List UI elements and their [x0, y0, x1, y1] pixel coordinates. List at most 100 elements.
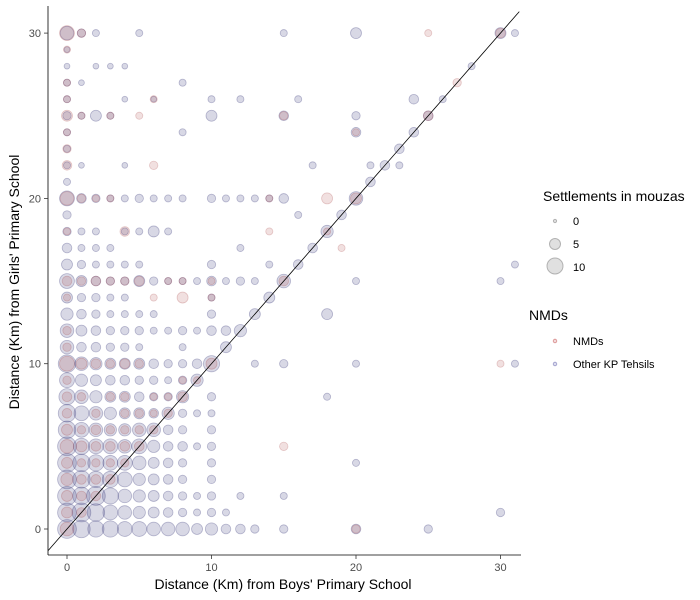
point-other-kp-tehsils-125 [132, 455, 147, 471]
point-other-kp-tehsils-115 [120, 260, 129, 269]
point-other-kp-tehsils-183 [178, 343, 187, 352]
point-nmds-77 [164, 277, 173, 285]
point-nmds-44 [90, 275, 102, 287]
point-other-kp-tehsils-260 [350, 27, 362, 39]
y-tick-label-10: 10 [29, 359, 41, 371]
y-tick-label-20: 20 [29, 193, 41, 205]
point-nmds-29 [75, 440, 88, 453]
point-other-kp-tehsils-181 [178, 375, 188, 385]
point-other-kp-tehsils-169 [164, 277, 173, 285]
point-other-kp-tehsils-97 [106, 111, 115, 120]
point-other-kp-tehsils-211 [206, 275, 217, 287]
point-nmds-80 [176, 291, 189, 304]
point-other-kp-tehsils-190 [193, 508, 201, 517]
point-nmds-59 [120, 392, 130, 402]
point-other-kp-tehsils-55 [87, 520, 105, 538]
point-other-kp-tehsils-74 [91, 193, 101, 203]
point-other-kp-tehsils-11 [59, 339, 75, 355]
x-tick-label-20: 20 [350, 562, 362, 574]
point-other-kp-tehsils-141 [147, 506, 160, 519]
point-other-kp-tehsils-237 [279, 524, 289, 534]
point-other-kp-tehsils-189 [191, 523, 203, 535]
point-other-kp-tehsils-69 [91, 292, 101, 303]
point-nmds-68 [135, 111, 144, 120]
point-other-kp-tehsils-76 [92, 62, 100, 70]
point-other-kp-tehsils-31 [72, 519, 91, 539]
point-other-kp-tehsils-238 [279, 491, 288, 500]
color-legend-key-nmds [552, 338, 558, 344]
point-nmds-95 [351, 524, 361, 534]
point-other-kp-tehsils-86 [104, 390, 117, 403]
size-legend-title: Settlements in mouzas [543, 188, 685, 204]
point-other-kp-tehsils-62 [88, 406, 104, 421]
point-other-kp-tehsils-191 [193, 491, 201, 500]
point-other-kp-tehsils-64 [90, 374, 102, 387]
point-nmds-19 [63, 128, 71, 137]
point-other-kp-tehsils-102 [116, 471, 133, 488]
point-other-kp-tehsils-151 [149, 326, 158, 335]
point-other-kp-tehsils-201 [206, 474, 217, 485]
point-other-kp-tehsils-124 [132, 472, 146, 486]
y-tick-label-30: 30 [29, 28, 41, 40]
point-other-kp-tehsils-196 [193, 326, 201, 335]
color-legend-key-other-kp-tehsils [552, 361, 558, 367]
point-other-kp-tehsils-107 [118, 390, 131, 403]
point-nmds-22 [63, 78, 71, 87]
point-other-kp-tehsils-163 [162, 424, 174, 436]
point-other-kp-tehsils-109 [118, 357, 131, 370]
point-other-kp-tehsils-203 [206, 441, 217, 451]
point-other-kp-tehsils-100 [117, 505, 133, 520]
point-nmds-50 [105, 392, 115, 402]
y-axis-ticks: 0 10 20 30 [29, 28, 48, 536]
point-nmds-49 [105, 425, 115, 435]
point-other-kp-tehsils-59 [87, 454, 105, 472]
point-other-kp-tehsils-9 [59, 372, 75, 389]
point-nmds-91 [321, 192, 334, 205]
point-other-kp-tehsils-262 [366, 161, 375, 170]
color-legend-label-other-kp-tehsils: Other KP Tehsils [573, 359, 655, 371]
point-nmds-93 [337, 244, 346, 252]
point-other-kp-tehsils-170 [164, 227, 173, 236]
color-legend-label-nmds: NMDs [573, 336, 604, 348]
point-nmds-7 [61, 408, 73, 419]
point-other-kp-tehsils-243 [279, 29, 288, 38]
point-other-kp-tehsils-15 [59, 273, 75, 289]
point-nmds-88 [279, 441, 289, 451]
point-nmds-39 [91, 458, 101, 468]
point-other-kp-tehsils-202 [206, 458, 217, 468]
point-other-kp-tehsils-131 [133, 357, 146, 370]
point-other-kp-tehsils-129 [133, 391, 145, 403]
point-other-kp-tehsils-153 [149, 276, 159, 286]
point-other-kp-tehsils-70 [90, 275, 102, 287]
point-other-kp-tehsils-157 [160, 521, 176, 537]
point-other-kp-tehsils-99 [116, 521, 133, 537]
point-nmds-3 [60, 472, 74, 486]
point-other-kp-tehsils-221 [221, 194, 230, 203]
point-other-kp-tehsils-5 [57, 436, 77, 457]
point-other-kp-tehsils-227 [236, 194, 245, 203]
point-other-kp-tehsils-272 [495, 507, 506, 518]
point-other-kp-tehsils-83 [102, 438, 119, 455]
point-nmds-24 [59, 25, 75, 41]
point-nmds-81 [178, 277, 187, 285]
point-other-kp-tehsils-168 [164, 326, 173, 335]
point-other-kp-tehsils-108 [119, 374, 131, 386]
point-other-kp-tehsils-80 [101, 487, 119, 505]
point-nmds-56 [119, 441, 131, 452]
point-other-kp-tehsils-42 [76, 341, 87, 353]
point-other-kp-tehsils-187 [178, 128, 187, 137]
point-other-kp-tehsils-210 [207, 293, 216, 302]
point-nmds-65 [134, 408, 144, 418]
point-other-kp-tehsils-128 [133, 407, 146, 420]
x-axis-title: Distance (Km) from Boys' Primary School [154, 576, 411, 592]
point-other-kp-tehsils-95 [106, 244, 115, 252]
point-other-kp-tehsils-14 [61, 291, 73, 304]
point-nmds-90 [279, 111, 289, 121]
point-other-kp-tehsils-215 [207, 95, 216, 104]
point-other-kp-tehsils-154 [147, 225, 160, 238]
point-other-kp-tehsils-40 [74, 373, 88, 387]
point-other-kp-tehsils-173 [178, 507, 188, 518]
point-nmds-12 [62, 326, 72, 336]
point-other-kp-tehsils-4 [57, 453, 77, 473]
point-nmds-98 [424, 29, 433, 38]
